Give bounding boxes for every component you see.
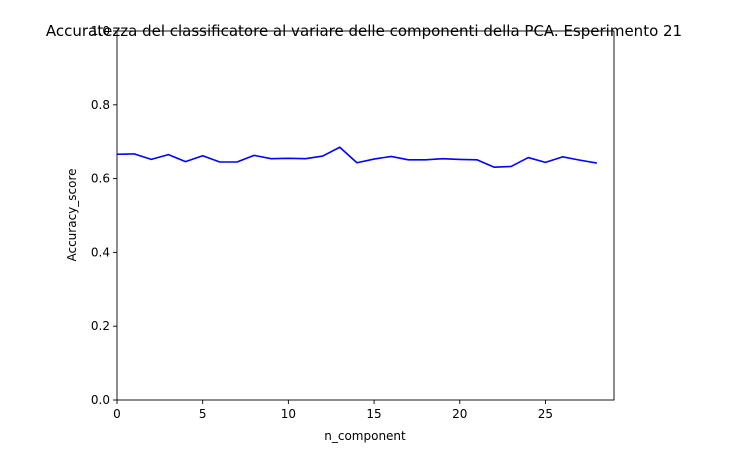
series-line-0	[116, 146, 597, 168]
y-tick-label: 0.2	[91, 319, 110, 333]
y-axis-label: Accuracy_score	[65, 168, 79, 261]
plot-frame	[116, 30, 615, 401]
y-tick-label: 1.0	[91, 24, 110, 38]
plot-area: 0 5 10 15 20 25 0.0 0.2 0.4 0.6 0.8 1.0	[91, 24, 615, 421]
y-tick-label: 0.8	[91, 98, 110, 112]
x-tick-label: 15	[366, 407, 381, 421]
x-tick-label: 25	[538, 407, 553, 421]
y-tick-label: 0.0	[91, 393, 110, 407]
x-axis-label: n_component	[324, 429, 406, 443]
x-tick-label: 20	[452, 407, 467, 421]
y-tick-label: 0.4	[91, 245, 110, 259]
y-tick-label: 0.6	[91, 172, 110, 186]
x-tick-label: 10	[281, 407, 296, 421]
x-tick-label: 5	[199, 407, 207, 421]
x-tick-label: 0	[113, 407, 121, 421]
